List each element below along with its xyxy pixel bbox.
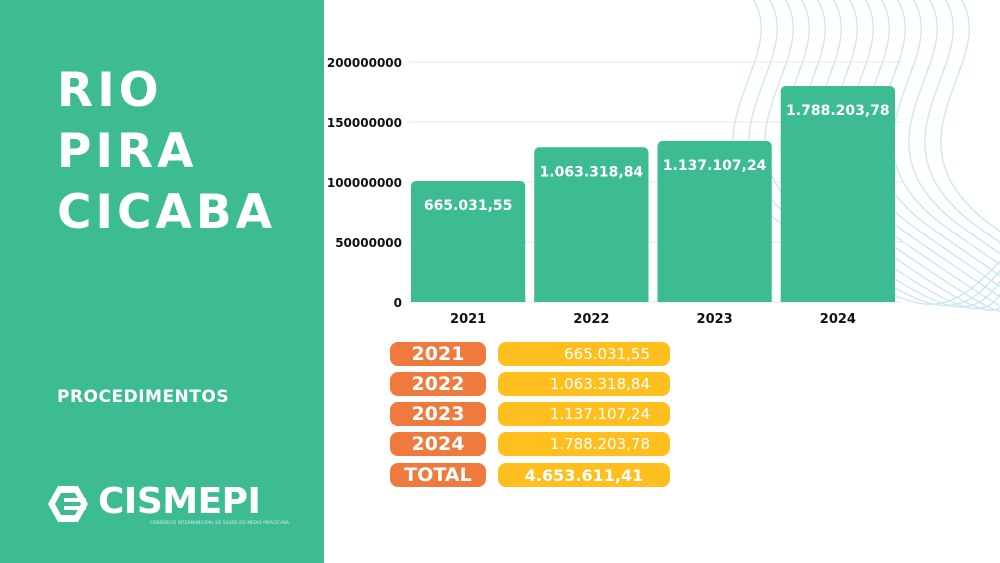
cismepi-logo-icon (48, 486, 88, 522)
title-line-3: CICABA (57, 185, 277, 240)
deco-wave-line (892, 0, 1000, 266)
data-label-2021: 665.031,55 (424, 198, 513, 214)
y-tick-label: 150000000 (327, 116, 402, 130)
bars: 665.031,55 1.063.318,84 1.137.107,24 1.788.… (411, 86, 895, 302)
deco-wave-line (940, 0, 1000, 233)
bar-base-2021 (411, 296, 526, 302)
table-value-2021: 665.031,55 (498, 342, 670, 366)
subtitle: PROCEDIMENTOS (57, 387, 230, 407)
table-value-2022: 1.063.318,84 (498, 372, 670, 396)
bar-2022 (534, 147, 649, 302)
logo-tagline: CONSÓRCIO INTERMUNICIPAL DE SAÚDE DO MÉD… (150, 520, 290, 525)
table-total-value: 4.653.611,41 (498, 463, 670, 487)
data-label-2022: 1.063.318,84 (540, 164, 644, 180)
data-label-2024: 1.788.203,78 (786, 103, 890, 119)
table-value-2024: 1.788.203,78 (498, 432, 670, 456)
y-tick-label: 200000000 (327, 56, 402, 70)
table-year-2021: 2021 (390, 342, 486, 366)
deco-wave-line (908, 0, 1000, 255)
y-tick-label: 100000000 (327, 176, 402, 190)
title-line-2: PIRA (57, 124, 198, 179)
left-panel: RIO PIRA CICABA PROCEDIMENTOS CISMEPI CO… (0, 0, 324, 563)
deco-wave-line (732, 0, 1000, 305)
table-total-label: TOTAL (390, 463, 486, 487)
bar-2023 (657, 141, 772, 302)
table-year-2022: 2022 (390, 372, 486, 396)
bar-base-2023 (657, 296, 772, 302)
x-tick-label-2023: 2023 (697, 312, 733, 327)
x-axis-ticks: 2021 2022 2023 2024 (450, 312, 856, 327)
deco-wave-line (924, 0, 1000, 244)
x-tick-label-2021: 2021 (450, 312, 486, 327)
deco-wave-line (876, 0, 1000, 277)
bar-2024 (780, 86, 895, 302)
bar-base-2024 (780, 296, 895, 302)
x-tick-label-2024: 2024 (820, 312, 856, 327)
table-year-2023: 2023 (390, 402, 486, 426)
table-value-2023: 1.137.107,24 (498, 402, 670, 426)
y-axis-ticks: 0 50000000 100000000 150000000 200000000 (327, 56, 402, 310)
x-tick-label-2022: 2022 (573, 312, 609, 327)
bar-chart: 0 50000000 100000000 150000000 200000000 665… (327, 56, 902, 327)
logo-text: CISMEPI (98, 481, 261, 522)
title-line-1: RIO (57, 63, 163, 118)
table-year-2024: 2024 (390, 432, 486, 456)
y-tick-label: 50000000 (335, 236, 402, 250)
cismepi-logo: CISMEPI CONSÓRCIO INTERMUNICIPAL DE SAÚD… (46, 481, 290, 530)
data-label-2023: 1.137.107,24 (663, 158, 767, 174)
bar-base-2022 (534, 296, 649, 302)
y-tick-label: 0 (394, 296, 402, 310)
bar-2021 (411, 180, 526, 302)
